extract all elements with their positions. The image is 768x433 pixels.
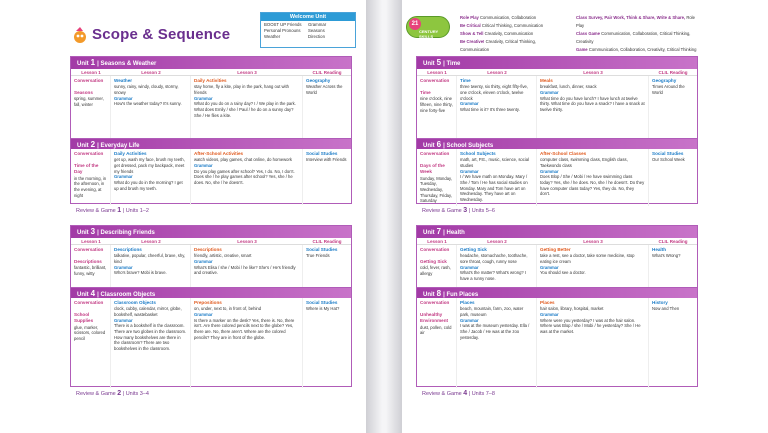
lesson2-cell: Getting Sick headache, stomachache, tooth… <box>457 245 537 287</box>
welcome-item: Seasons <box>308 28 325 33</box>
lesson2-cell: Weather sunny, rainy, windy, cloudy, stor… <box>111 76 191 138</box>
unit-row: Conversation Days of the Week Sunday, Mond… <box>417 149 697 206</box>
review-game-label: Review & Game 2 | Units 3–4 <box>76 390 149 397</box>
review-game-label: Review & Game 3 | Units 5–6 <box>422 207 495 214</box>
unit-row: Conversation Seasons spring, summer, fall,… <box>71 76 351 138</box>
review-game-label: Review & Game 1 | Units 1–2 <box>76 207 149 214</box>
lesson3-cell: Meals breakfast, lunch, dinner, snack Gram… <box>537 76 649 138</box>
century-skills-badge: 21 CENTURY SKILLS <box>406 16 450 39</box>
clil-cell: Social Studies Where is My Hat? <box>306 300 340 312</box>
welcome-title: Welcome Unit <box>261 13 355 21</box>
unit-header: Unit 4 | Classroom Objects <box>71 287 351 298</box>
unit-header: Unit 2 | Everyday Life <box>71 138 351 149</box>
column-headers: Lesson 1 Lesson 2 Lesson 3 CLIL Reading <box>417 69 697 76</box>
unit-block: Unit 7 | Health Lesson 1 Lesson 2 Lesson 3 CL… <box>416 225 698 388</box>
lesson2-cell: Time three twenty, six thirty, eight fift… <box>457 76 537 138</box>
column-headers: Lesson 1 Lesson 2 Lesson 3 CLIL Reading <box>71 238 351 245</box>
clil-cell: Geography Weather Across the World <box>306 78 343 95</box>
unit-header: Unit 5 | Time <box>417 57 697 69</box>
conversation-cell: Conversation Time nine o'clock, nine fifte… <box>417 76 457 138</box>
lesson3-cell: After-School Activities watch videos, pla… <box>191 149 303 205</box>
unit-row: Conversation Getting Sick cold, fever, ras… <box>417 245 697 287</box>
clil-cell: Health What's Wrong? <box>652 247 681 259</box>
unit-block: Unit 1 | Seasons & Weather Lesson 1 Lesson … <box>70 56 352 205</box>
conversation-cell: Conversation Getting Sick cold, fever, ras… <box>417 245 457 287</box>
skills-list-right: Class Survey, Pair Work, Think & Share, … <box>576 15 697 52</box>
lesson3-cell: Places hair salon, library, hospital, mar… <box>537 298 649 388</box>
unit-block: Unit 3 | Describing Friends Lesson 1 Lesson… <box>70 225 352 388</box>
column-headers: Lesson 1 Lesson 2 Lesson 3 CLIL Reading <box>417 238 697 245</box>
mascot-icon <box>74 27 86 43</box>
lesson2-cell: Places beach, mountain, farm, zoo, water … <box>457 298 537 388</box>
lesson3-cell: After-School Classes computer class, swim… <box>537 149 649 206</box>
lesson2-cell: Daily Activities get up, wash my face, br… <box>111 149 191 205</box>
unit-header: Unit 6 | School Subjects <box>417 138 697 149</box>
welcome-item: Weather <box>264 34 281 39</box>
lesson3-cell: Descriptions friendly, artistic, creative… <box>191 245 303 287</box>
conversation-cell: Conversation Days of the Week Sunday, Mond… <box>417 149 457 206</box>
lesson3-cell: Getting Better take a rest, see a doctor,… <box>537 245 649 287</box>
unit-header: Unit 3 | Describing Friends <box>71 226 351 238</box>
unit-row: Conversation Time nine o'clock, nine fifte… <box>417 76 697 138</box>
conversation-cell: Conversation Unhealthy Environment dust, p… <box>417 298 457 388</box>
clil-cell: Social Studies True Friends <box>306 247 338 259</box>
unit-header: Unit 7 | Health <box>417 226 697 238</box>
unit-header: Unit 8 | Fun Places <box>417 287 697 298</box>
unit-block: Unit 5 | Time Lesson 1 Lesson 2 Lesson 3 CLIL… <box>416 56 698 206</box>
unit-header: Unit 1 | Seasons & Weather <box>71 57 351 69</box>
welcome-item: BOOST UP Friends <box>264 22 302 27</box>
welcome-box: Welcome Unit BOOST UP Friends Grammar Pe… <box>260 12 356 48</box>
lesson2-cell: Classroom Objects clock, cubby, calendar,… <box>111 298 191 388</box>
unit-row: Conversation Time of the Day in the mornin… <box>71 149 351 205</box>
lesson2-cell: Descriptions talkative, popular, cheerful… <box>111 245 191 287</box>
clil-cell: Geography Times Around the World <box>652 78 685 95</box>
clil-cell: History Now and Then <box>652 300 680 312</box>
skills-list-left: Role Play Communication, Collaboration B… <box>460 15 544 52</box>
welcome-item: Direction <box>308 34 325 39</box>
unit-row: Conversation Unhealthy Environment dust, p… <box>417 298 697 388</box>
unit-row: Conversation Descriptions fantastic, brill… <box>71 245 351 287</box>
skills-box: 21 CENTURY SKILLS Role Play Communicatio… <box>400 12 696 52</box>
column-headers: Lesson 1 Lesson 2 Lesson 3 CLIL Reading <box>71 69 351 76</box>
welcome-item: Personal Pronouns <box>264 28 301 33</box>
page-title: Scope & Sequence <box>92 26 231 43</box>
lesson3-cell: Prepositions on, under, next to, in front… <box>191 298 303 388</box>
conversation-cell: Conversation Descriptions fantastic, brill… <box>71 245 111 287</box>
review-game-label: Review & Game 4 | Units 7–8 <box>422 390 495 397</box>
book-spine <box>366 0 402 433</box>
clil-cell: Social Studies Our School Week <box>652 151 685 163</box>
lesson2-cell: School Subjects math, art, P.E., music, s… <box>457 149 537 206</box>
clil-cell: Social Studies Interview with Friends <box>306 151 347 163</box>
welcome-item: Grammar <box>308 22 327 27</box>
lesson3-cell: Daily Activities stay home, fly a kite, p… <box>191 76 303 138</box>
conversation-cell: Conversation Time of the Day in the mornin… <box>71 149 111 205</box>
unit-row: Conversation School Supplies glue, marker,… <box>71 298 351 388</box>
conversation-cell: Conversation Seasons spring, summer, fall,… <box>71 76 111 138</box>
conversation-cell: Conversation School Supplies glue, marker,… <box>71 298 111 388</box>
